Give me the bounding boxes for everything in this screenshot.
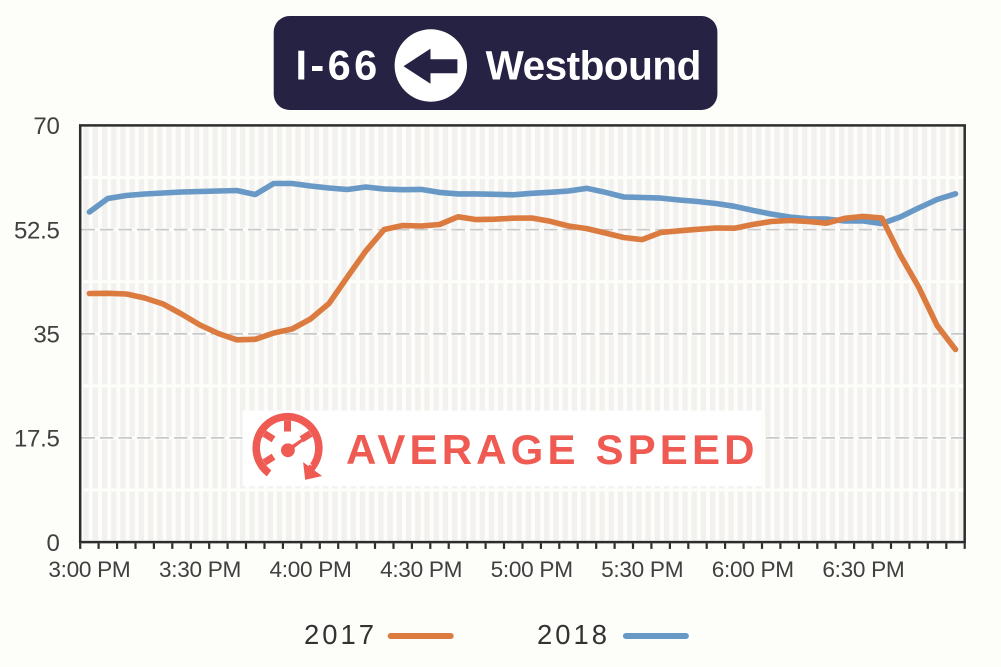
svg-text:0: 0	[46, 530, 59, 557]
svg-text:6:00 PM: 6:00 PM	[712, 557, 794, 582]
svg-text:70: 70	[33, 113, 59, 140]
svg-text:3:30 PM: 3:30 PM	[159, 557, 241, 582]
svg-text:52.5: 52.5	[14, 217, 60, 244]
svg-text:2018: 2018	[537, 619, 610, 650]
svg-text:2017: 2017	[304, 619, 377, 650]
svg-text:5:00 PM: 5:00 PM	[491, 557, 573, 582]
svg-text:3:00 PM: 3:00 PM	[48, 557, 130, 582]
svg-text:Westbound: Westbound	[486, 42, 701, 88]
svg-text:I-66: I-66	[296, 41, 381, 88]
svg-text:4:00 PM: 4:00 PM	[269, 557, 351, 582]
svg-text:6:30 PM: 6:30 PM	[822, 557, 904, 582]
svg-text:AVERAGE SPEED: AVERAGE SPEED	[346, 426, 759, 473]
svg-text:4:30 PM: 4:30 PM	[380, 557, 462, 582]
svg-text:5:30 PM: 5:30 PM	[601, 557, 683, 582]
svg-text:17.5: 17.5	[14, 426, 60, 453]
svg-text:35: 35	[33, 322, 59, 349]
